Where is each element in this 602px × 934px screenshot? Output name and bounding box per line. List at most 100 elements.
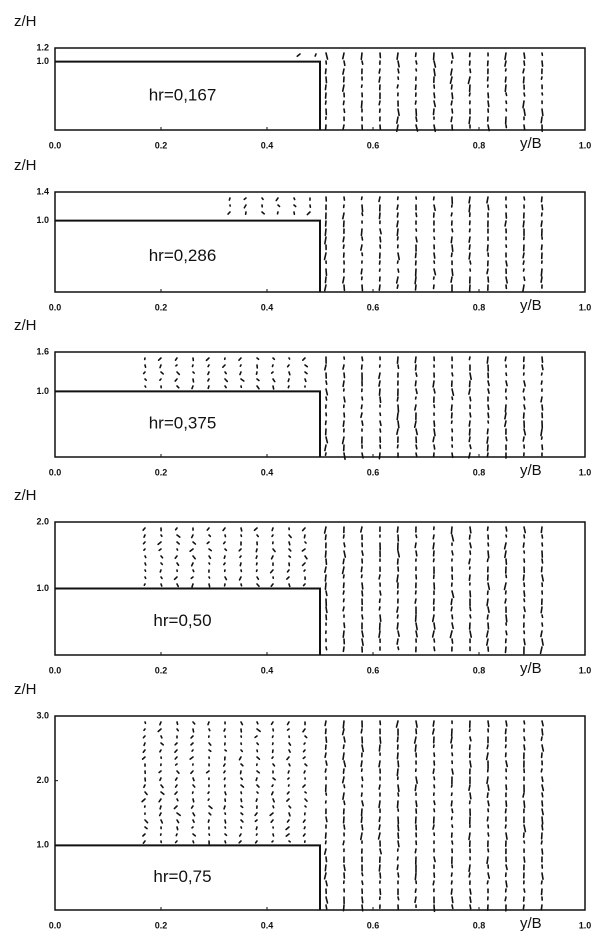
x-tick-label: 0.8 <box>473 665 486 675</box>
flow-vector <box>522 574 525 581</box>
flow-vector <box>504 52 507 61</box>
flow-vector <box>504 420 507 428</box>
flow-vector <box>208 812 212 816</box>
flow-vector <box>415 236 418 243</box>
flow-vector <box>397 364 400 370</box>
flow-vector <box>541 60 544 67</box>
flow-vector <box>176 812 181 817</box>
flow-vector <box>415 534 418 539</box>
flow-vector <box>343 864 346 872</box>
flow-vector <box>287 385 290 389</box>
annotation: hr=0,50 <box>153 611 211 630</box>
flow-vector <box>523 736 526 742</box>
flow-vector <box>256 576 260 581</box>
flow-vector <box>504 60 507 67</box>
flow-vector <box>433 856 436 863</box>
flow-vector <box>224 819 227 824</box>
x-axis-label: y/B <box>520 915 542 932</box>
x-axis-label: y/B <box>520 462 542 479</box>
flow-vector <box>541 872 544 880</box>
flow-vector <box>396 236 399 241</box>
flow-vector <box>504 220 507 227</box>
flow-vector <box>341 52 345 60</box>
flow-vector <box>450 212 453 217</box>
flow-vector <box>450 84 453 90</box>
flow-vector <box>240 826 243 829</box>
flow-vector <box>207 378 210 382</box>
flow-vector <box>271 756 274 760</box>
flow-vector <box>192 784 196 788</box>
flow-vector <box>378 630 381 638</box>
flow-vector <box>541 824 544 831</box>
flow-vector <box>396 212 399 218</box>
flow-vector <box>325 880 328 887</box>
flow-vector <box>255 548 258 553</box>
flow-vector <box>343 800 346 806</box>
flow-vector <box>240 805 244 809</box>
flow-vector <box>379 228 382 235</box>
flow-vector <box>159 721 162 726</box>
flow-vector <box>522 904 525 910</box>
flow-vector <box>208 742 212 746</box>
flow-vector <box>144 791 148 796</box>
flow-vector <box>378 824 381 831</box>
flow-vector <box>432 542 435 550</box>
flow-vector <box>469 614 472 619</box>
flow-vector <box>144 826 148 830</box>
flow-vector <box>469 68 472 74</box>
flow-vector <box>288 357 291 360</box>
flow-vector <box>469 542 472 549</box>
flow-vector <box>173 576 178 581</box>
flow-vector <box>325 896 329 904</box>
flow-vector <box>505 832 508 840</box>
y-axis-label: z/H <box>14 487 37 504</box>
flow-vector <box>433 100 437 108</box>
flow-vector <box>540 840 543 845</box>
flow-vector <box>255 371 258 376</box>
flow-vector <box>450 252 453 258</box>
flow-vector <box>360 268 363 275</box>
flow-vector <box>142 840 146 844</box>
flow-vector <box>360 244 363 251</box>
flow-vector <box>541 614 544 619</box>
flow-vector <box>142 735 146 739</box>
flow-vector <box>451 824 454 829</box>
flow-vector <box>287 777 290 780</box>
flow-vector <box>486 638 489 646</box>
flow-vector <box>433 776 436 781</box>
flow-vector <box>505 380 508 387</box>
flow-vector <box>486 558 489 563</box>
flow-vector <box>174 756 178 760</box>
flow-vector <box>397 760 400 768</box>
flow-vector <box>378 864 381 872</box>
flow-vector <box>451 550 454 556</box>
flow-vector <box>160 742 165 746</box>
flow-vector <box>342 792 345 801</box>
x-tick-label: 0.6 <box>367 665 380 675</box>
flow-vector <box>523 526 527 534</box>
flow-vector <box>378 574 381 580</box>
flow-vector <box>323 872 327 880</box>
vector-field <box>142 356 544 461</box>
flow-vector <box>302 784 306 788</box>
flow-vector <box>256 583 260 588</box>
x-tick-label: 0.6 <box>367 140 380 150</box>
flow-vector <box>255 777 258 782</box>
flow-vector <box>415 550 418 557</box>
flow-vector <box>324 720 327 727</box>
flow-vector <box>523 638 526 646</box>
flow-vector <box>254 840 258 844</box>
flow-vector <box>343 542 346 548</box>
flow-vector <box>360 228 363 237</box>
flow-vector <box>451 808 454 814</box>
flow-vector <box>432 880 435 886</box>
flow-vector <box>397 550 401 558</box>
flow-vector <box>415 720 418 728</box>
flow-vector <box>451 244 454 252</box>
flow-vector <box>379 848 382 855</box>
flow-vector <box>304 371 308 375</box>
flow-vector <box>303 770 306 774</box>
flow-vector <box>271 840 274 843</box>
flow-vector <box>539 646 543 655</box>
flow-vector <box>540 268 543 277</box>
